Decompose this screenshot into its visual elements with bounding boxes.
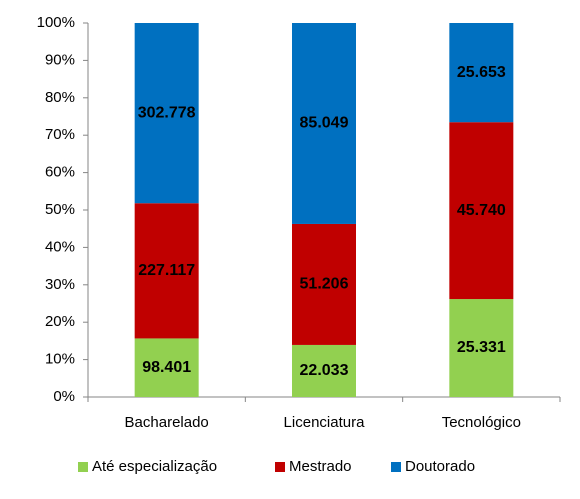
x-tick-label: Licenciatura — [284, 414, 366, 431]
y-tick-label: 40% — [45, 238, 75, 255]
legend-swatch — [78, 462, 88, 472]
data-label: 45.740 — [457, 202, 506, 219]
data-label: 227.117 — [138, 262, 195, 279]
y-tick-label: 50% — [45, 201, 75, 218]
legend-swatch — [391, 462, 401, 472]
data-label: 85.049 — [300, 115, 349, 132]
y-tick-label: 10% — [45, 351, 75, 368]
y-tick-label: 60% — [45, 164, 75, 181]
data-label: 51.206 — [300, 276, 349, 293]
bar-segment — [134, 23, 199, 204]
y-tick-label: 80% — [45, 89, 75, 106]
y-tick-label: 20% — [45, 313, 75, 330]
data-label: 25.331 — [457, 339, 506, 356]
legend-label: Até especialização — [92, 458, 217, 475]
y-tick-label: 0% — [53, 388, 75, 405]
bar-segment — [292, 23, 356, 224]
bar-segment — [449, 23, 514, 123]
y-tick-label: 70% — [45, 126, 75, 143]
y-tick-label: 90% — [45, 51, 75, 68]
y-tick-label: 100% — [37, 14, 75, 31]
legend-swatch — [275, 462, 285, 472]
data-label: 22.033 — [300, 362, 349, 379]
bar-segment — [134, 338, 199, 397]
data-label: 302.778 — [138, 104, 196, 121]
x-tick-label: Bacharelado — [125, 414, 209, 431]
legend-label: Doutorado — [405, 458, 475, 475]
y-tick-label: 30% — [45, 276, 75, 293]
bar-segment — [292, 223, 356, 345]
x-tick-label: Tecnológico — [442, 414, 521, 431]
bar-segment — [449, 122, 514, 300]
data-label: 25.653 — [457, 64, 506, 81]
bar-segment — [449, 299, 514, 397]
data-label: 98.401 — [142, 359, 191, 376]
bar-segment — [134, 203, 199, 339]
bar-segment — [292, 344, 356, 397]
legend-label: Mestrado — [289, 458, 352, 475]
